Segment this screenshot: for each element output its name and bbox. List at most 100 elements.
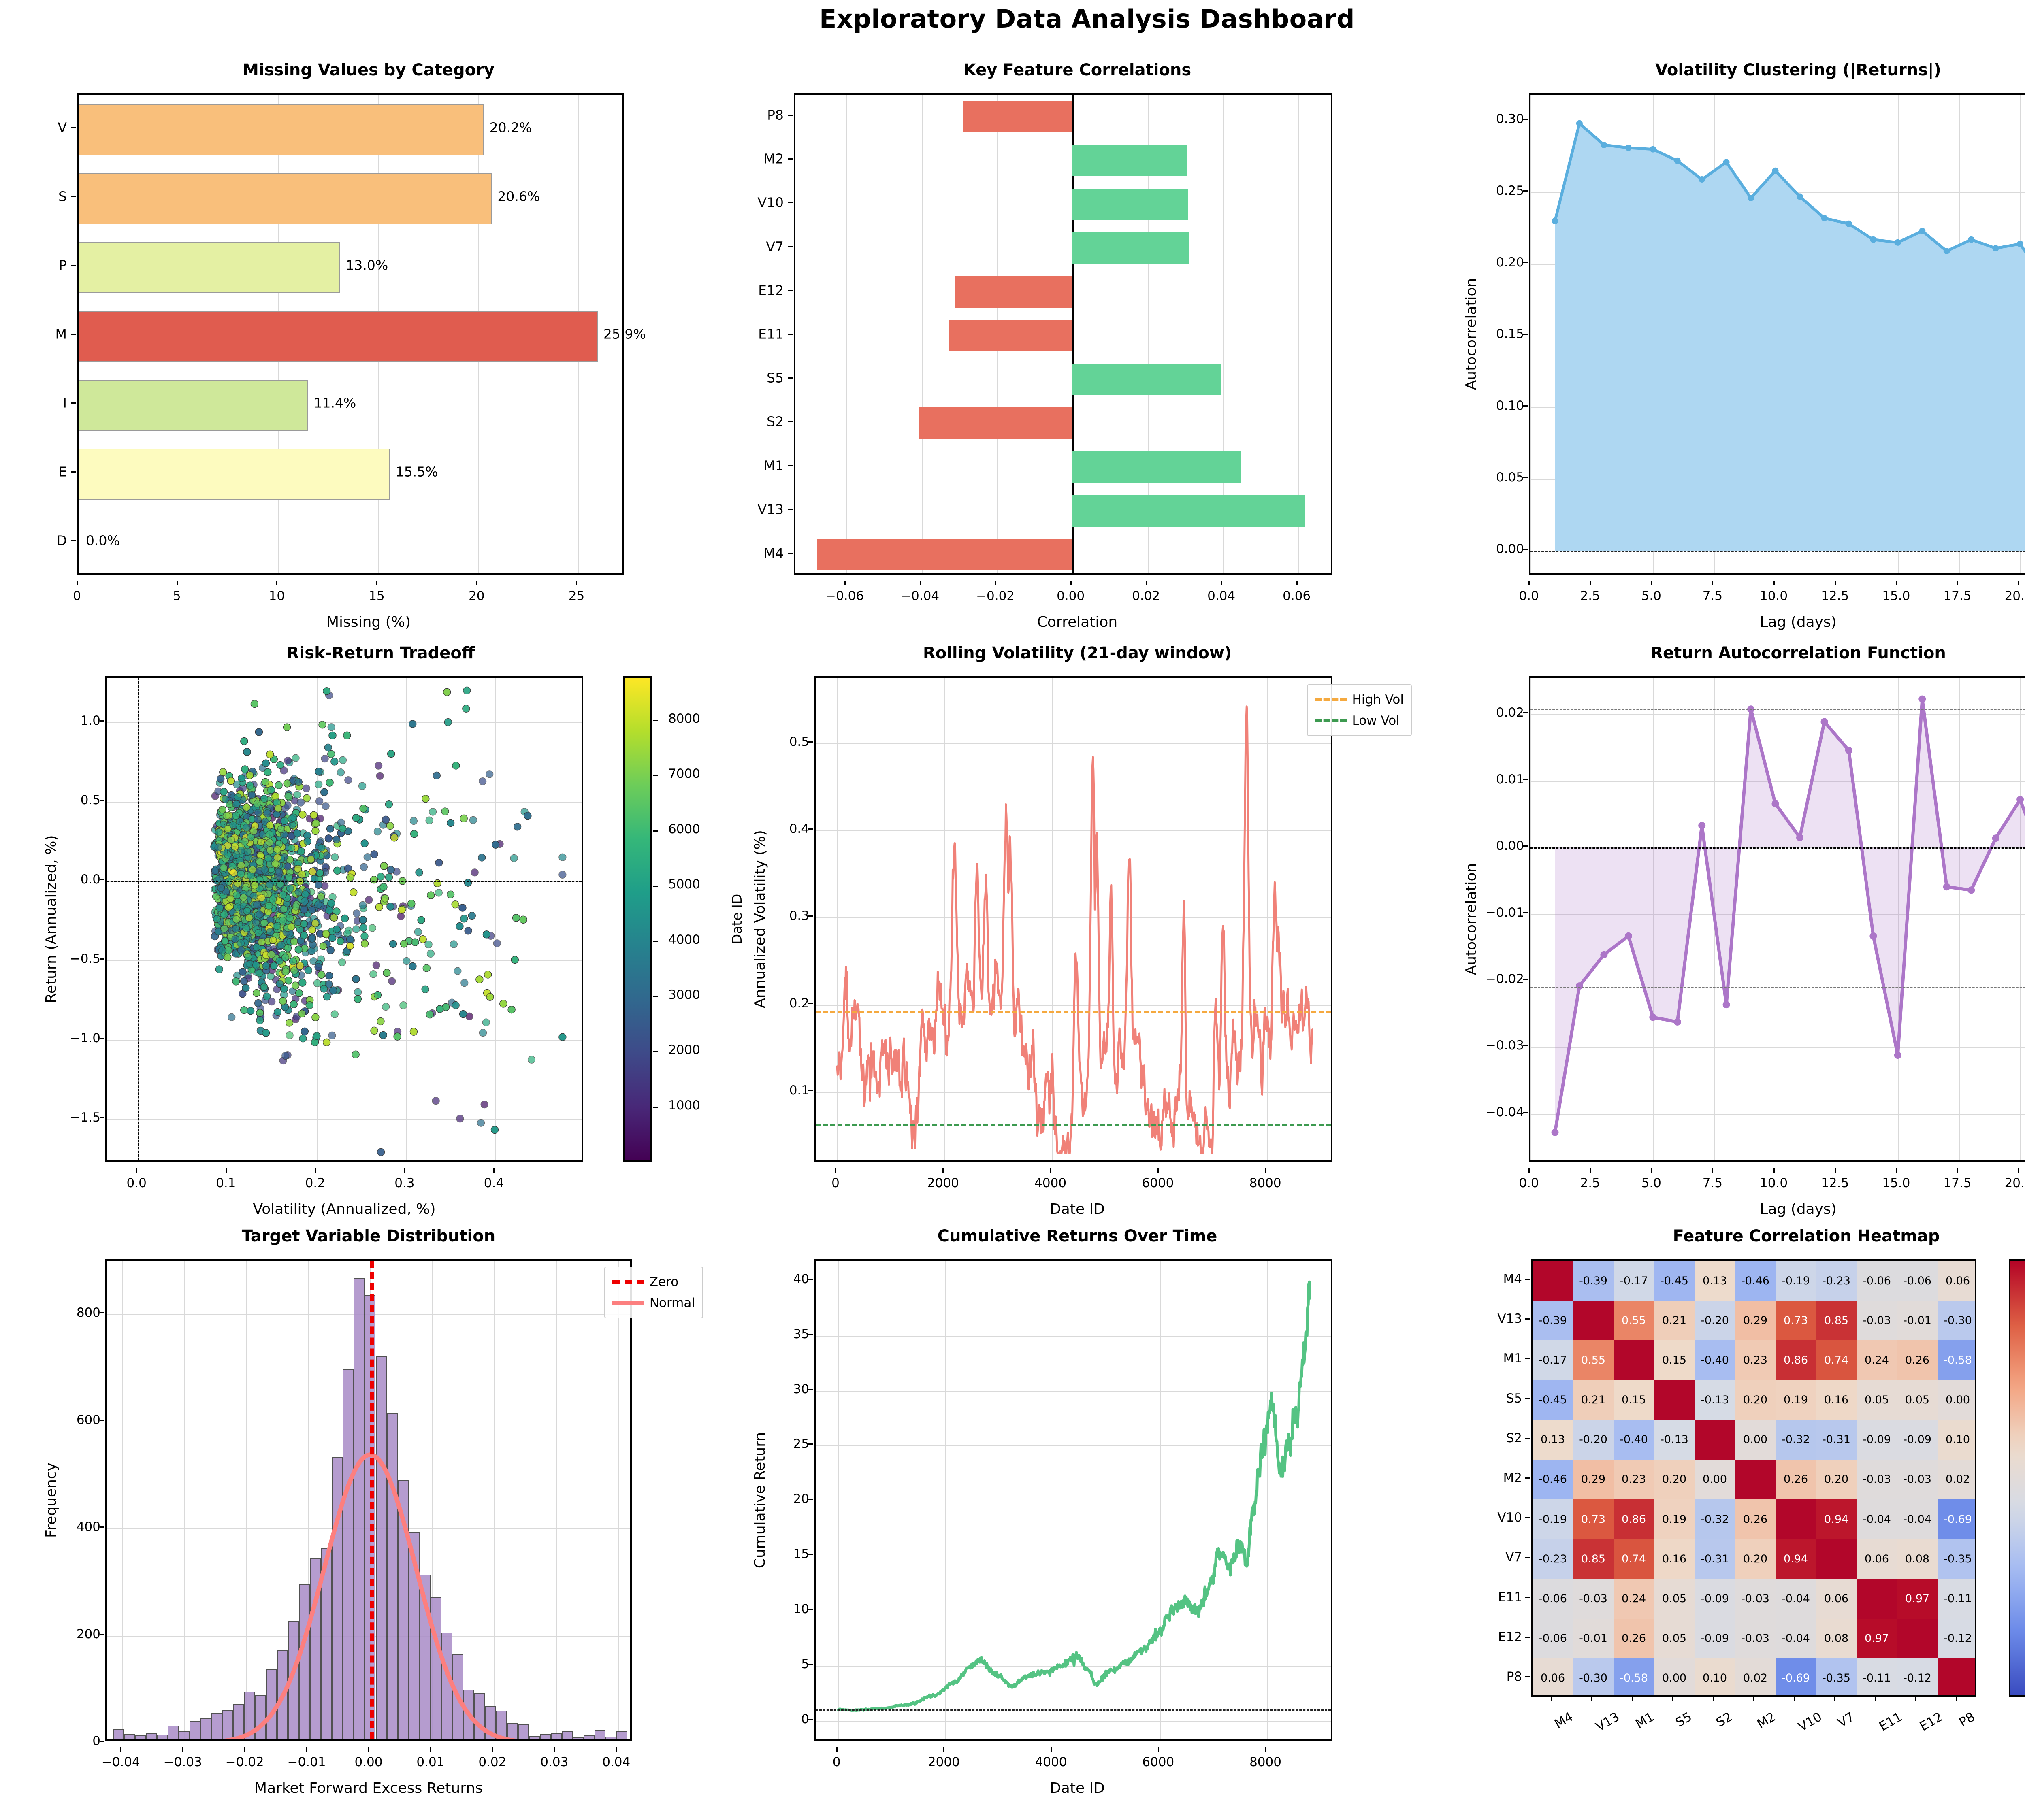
x-tick-mark xyxy=(942,1168,944,1173)
y-tick-mark xyxy=(808,1663,813,1665)
heatmap-cell: -0.04 xyxy=(1776,1579,1816,1619)
heatmap-cell: 0.15 xyxy=(1614,1380,1654,1420)
heatmap-cell: 0.00 xyxy=(1695,1459,1735,1500)
cumret-y-axis-label: Cumulative Return xyxy=(752,1432,768,1569)
volclust-x-tick: 12.5 xyxy=(1821,589,1849,603)
y-tick-mark xyxy=(1523,190,1528,192)
heatmap-cell xyxy=(1776,1499,1816,1539)
keycorr-bar xyxy=(817,539,1072,570)
cumret-x-tick: 0 xyxy=(832,1755,841,1769)
heatmap-cell: -0.40 xyxy=(1614,1420,1654,1460)
heatmap-cell: 0.23 xyxy=(1735,1340,1776,1380)
cumret-x-tick: 2000 xyxy=(927,1755,960,1769)
plot-canvas xyxy=(216,1452,524,1739)
gridline-vertical xyxy=(432,1261,433,1739)
gridline-horizontal xyxy=(1530,914,2025,915)
volclust-y-tick: 0.00 xyxy=(1496,542,1524,557)
heatmap-cell: -0.17 xyxy=(1533,1340,1573,1380)
histogram-bar xyxy=(233,1704,245,1739)
heatmap-cell: 0.26 xyxy=(1735,1499,1776,1539)
heatmap-cell: -0.06 xyxy=(1533,1618,1573,1658)
retacf-y-tick: −0.02 xyxy=(1486,971,1524,986)
heatmap-row-label: M2 xyxy=(1503,1471,1522,1485)
missing-x-axis-label: Missing (%) xyxy=(326,614,411,630)
keycorr-bar xyxy=(1072,451,1241,483)
heatmap-col-label: E11 xyxy=(1876,1709,1905,1734)
gridline-horizontal xyxy=(816,743,1331,744)
heatmap-row-tick xyxy=(1525,1557,1530,1558)
missing-value-label: 25.9% xyxy=(603,326,646,342)
x-tick-mark xyxy=(2018,581,2020,585)
heatmap-row-tick xyxy=(1525,1676,1530,1677)
keycorr-x-tick: 0.00 xyxy=(1057,589,1085,603)
reference-line xyxy=(816,1709,1331,1711)
heatmap-cell: 0.74 xyxy=(1816,1340,1857,1380)
volclust-x-tick: 0.0 xyxy=(1519,589,1539,603)
heatmap-cell: 0.08 xyxy=(1816,1618,1857,1658)
missing-x-tick: 0 xyxy=(73,589,81,603)
heatmap-cell: -0.01 xyxy=(1897,1301,1938,1341)
histogram-bar xyxy=(146,1733,157,1739)
targetdist-x-tick: −0.04 xyxy=(101,1755,140,1769)
heatmap-col-tick xyxy=(1834,1697,1835,1701)
y-tick-mark xyxy=(100,720,104,722)
missing-value-label: 20.6% xyxy=(497,188,540,204)
keycorr-feature-label: E12 xyxy=(758,282,784,298)
panel-cumulative-returns: Cumulative Returns Over Time 0 2000 4000 600… xyxy=(733,1227,1422,1806)
heatmap-cell: -0.45 xyxy=(1533,1380,1573,1420)
heatmap-cell: -0.69 xyxy=(1938,1499,1975,1539)
plot-canvas xyxy=(1551,695,2025,1136)
gridline-vertical xyxy=(406,678,407,1160)
histogram-bar xyxy=(616,1731,627,1739)
reference-line xyxy=(1530,551,2025,552)
rollvol-y-tick: 0.3 xyxy=(789,909,809,924)
heatmap-col-tick xyxy=(1794,1697,1795,1701)
histogram-bar xyxy=(255,1695,266,1739)
missing-category-label: D xyxy=(56,532,67,549)
heatmap-cell: -0.04 xyxy=(1897,1499,1938,1539)
heatmap-cell: -0.30 xyxy=(1938,1301,1975,1341)
target-distribution-plot xyxy=(105,1259,632,1741)
retacf-y-tick: −0.01 xyxy=(1486,905,1524,920)
histogram-bar xyxy=(124,1734,135,1739)
y-tick-mark xyxy=(100,879,104,880)
heatmap-cell: -0.09 xyxy=(1695,1579,1735,1619)
x-tick-mark xyxy=(376,581,378,585)
heatmap-col-label: S2 xyxy=(1714,1709,1735,1730)
heatmap-row-tick xyxy=(1525,1398,1530,1399)
y-tick-mark xyxy=(808,1388,813,1390)
rollvol-x-tick: 4000 xyxy=(1034,1176,1067,1190)
x-tick-mark xyxy=(2018,1168,2020,1173)
gridline-vertical xyxy=(494,1261,495,1739)
missing-bar xyxy=(79,242,340,294)
x-tick-mark xyxy=(1651,581,1652,585)
heatmap-cell: 0.05 xyxy=(1654,1618,1695,1658)
heatmap-colorbar xyxy=(2009,1259,2025,1697)
riskreturn-y-tick: −1.0 xyxy=(70,1031,100,1046)
rollvol-legend-label: Low Vol xyxy=(1352,713,1400,728)
heatmap-cell: 0.05 xyxy=(1897,1380,1938,1420)
riskreturn-colorbar-tick-mark xyxy=(653,1051,658,1053)
targetdist-y-axis-label: Frequency xyxy=(43,1462,60,1538)
heatmap-col-label: M1 xyxy=(1633,1709,1657,1732)
heatmap-cell: 0.00 xyxy=(1938,1380,1975,1420)
heatmap-cell: 0.13 xyxy=(1533,1420,1573,1460)
heatmap-cell: -0.06 xyxy=(1857,1261,1897,1301)
keycorr-y-tick-mark xyxy=(788,465,793,466)
keycorr-y-tick-mark xyxy=(788,246,793,247)
y-tick-mark xyxy=(808,1278,813,1280)
riskreturn-colorbar-tick-mark xyxy=(653,775,658,777)
cumret-y-tick: 15 xyxy=(793,1547,809,1562)
heatmap-cell: -0.03 xyxy=(1735,1579,1776,1619)
heatmap-cell: 0.06 xyxy=(1816,1579,1857,1619)
x-tick-mark xyxy=(404,1168,405,1173)
y-tick-mark xyxy=(808,1499,813,1500)
histogram-bar xyxy=(190,1721,201,1739)
riskreturn-colorbar-tick: 6000 xyxy=(668,822,700,837)
y-tick-mark xyxy=(808,1003,813,1004)
reference-line xyxy=(138,678,140,1160)
heatmap-cell: -0.03 xyxy=(1857,1301,1897,1341)
keycorr-feature-label: S2 xyxy=(767,413,784,430)
missing-value-label: 20.2% xyxy=(489,119,532,136)
x-tick-mark xyxy=(1712,1168,1714,1173)
